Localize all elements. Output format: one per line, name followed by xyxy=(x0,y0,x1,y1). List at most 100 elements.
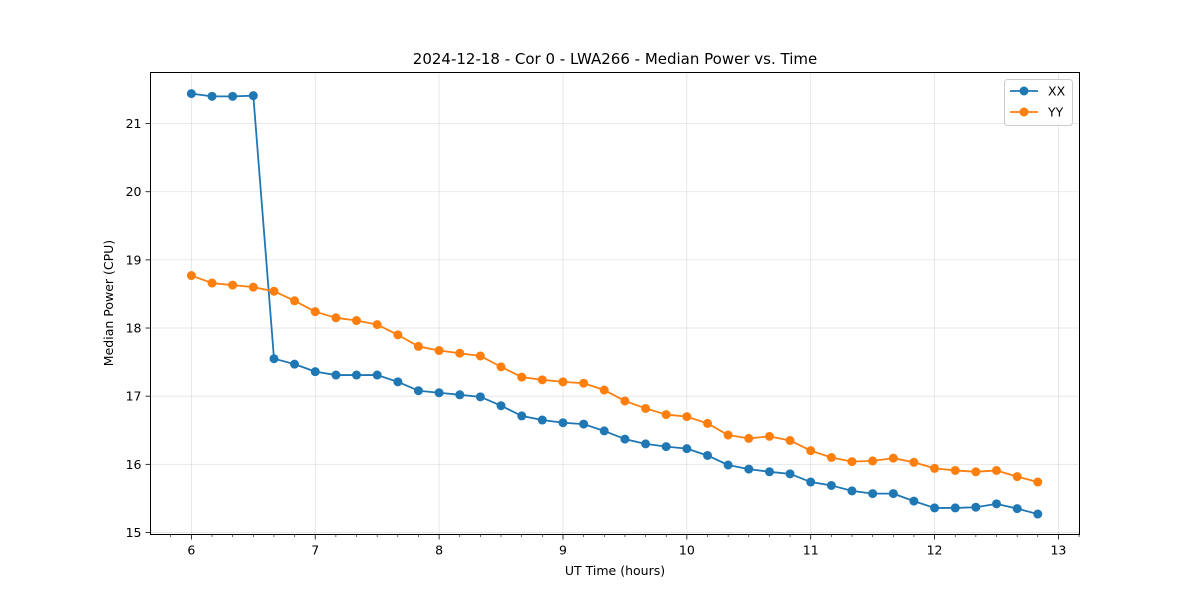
y-tick-label: 21 xyxy=(126,116,142,131)
data-point-yy xyxy=(723,430,733,440)
data-point-xx xyxy=(517,411,527,421)
data-point-xx xyxy=(971,502,981,512)
data-point-yy xyxy=(475,351,485,361)
data-point-xx xyxy=(806,477,816,487)
data-point-yy xyxy=(1033,477,1043,487)
data-point-yy xyxy=(269,286,279,296)
data-point-yy xyxy=(248,282,258,292)
data-point-xx xyxy=(599,426,609,436)
legend-marker-xx xyxy=(1019,86,1029,96)
data-point-yy xyxy=(558,377,568,387)
data-point-yy xyxy=(413,341,423,351)
y-tick-label: 20 xyxy=(126,184,142,199)
legend: XX YY xyxy=(1004,79,1073,126)
legend-label-yy: YY xyxy=(1047,105,1064,120)
y-axis-label: Median Power (CPU) xyxy=(101,240,116,366)
data-point-yy xyxy=(868,456,878,466)
data-point-xx xyxy=(661,442,671,452)
data-point-yy xyxy=(290,296,300,306)
data-point-yy xyxy=(310,307,320,317)
data-point-xx xyxy=(186,89,196,99)
data-point-xx xyxy=(331,370,341,380)
x-tick-label: 10 xyxy=(679,543,695,558)
data-point-xx xyxy=(372,370,382,380)
data-point-xx xyxy=(537,415,547,425)
data-point-xx xyxy=(393,377,403,387)
x-tick-label: 13 xyxy=(1050,543,1066,558)
data-point-xx xyxy=(703,450,713,460)
data-point-xx xyxy=(723,460,733,470)
data-point-yy xyxy=(1012,472,1022,482)
series-yy xyxy=(186,271,1043,487)
data-point-xx xyxy=(1033,509,1043,519)
data-point-yy xyxy=(826,453,836,462)
data-point-xx xyxy=(248,91,258,101)
legend-entry-yy: YY xyxy=(1010,105,1064,120)
data-point-yy xyxy=(496,362,506,372)
series-xx xyxy=(186,89,1043,519)
data-point-xx xyxy=(290,359,300,369)
y-tick-label: 16 xyxy=(126,457,142,472)
data-point-yy xyxy=(764,431,774,441)
x-tick-label: 9 xyxy=(559,543,567,558)
data-point-xx xyxy=(950,503,960,513)
data-point-yy xyxy=(806,446,816,456)
data-point-yy xyxy=(372,320,382,330)
data-point-yy xyxy=(847,457,857,467)
data-point-xx xyxy=(682,444,692,454)
x-tick-label: 8 xyxy=(435,543,443,558)
x-tick-label: 6 xyxy=(187,543,195,558)
x-tick-label: 12 xyxy=(927,543,943,558)
data-point-yy xyxy=(950,465,960,475)
data-point-yy xyxy=(971,467,981,477)
data-point-xx xyxy=(351,370,361,380)
data-point-xx xyxy=(909,496,919,506)
data-point-xx xyxy=(579,419,589,429)
data-point-yy xyxy=(455,348,465,358)
data-point-xx xyxy=(868,489,878,499)
data-point-xx xyxy=(413,386,423,396)
data-point-yy xyxy=(207,278,217,288)
y-tick-label: 19 xyxy=(126,252,142,267)
data-point-xx xyxy=(1012,504,1022,514)
data-point-yy xyxy=(992,465,1002,475)
data-point-xx xyxy=(826,480,836,490)
data-point-xx xyxy=(641,439,651,449)
data-point-xx xyxy=(496,401,506,411)
data-point-xx xyxy=(475,392,485,402)
x-tick-label: 11 xyxy=(803,543,819,558)
plot-frame xyxy=(150,72,1080,535)
x-axis-label: UT Time (hours) xyxy=(565,563,665,578)
x-tick-label: 7 xyxy=(311,543,319,558)
data-point-xx xyxy=(207,91,217,101)
data-point-yy xyxy=(888,453,898,463)
data-point-yy xyxy=(744,433,754,443)
chart-title: 2024-12-18 - Cor 0 - LWA266 - Median Pow… xyxy=(413,50,817,68)
data-point-yy xyxy=(785,435,795,445)
data-point-yy xyxy=(393,330,403,340)
y-tick-label: 17 xyxy=(126,389,142,404)
series-layer xyxy=(186,89,1043,519)
data-point-xx xyxy=(888,489,898,499)
y-tick-label: 15 xyxy=(126,525,142,540)
data-point-xx xyxy=(228,91,238,101)
data-point-yy xyxy=(682,412,692,422)
data-point-yy xyxy=(909,457,919,467)
data-point-yy xyxy=(331,313,341,323)
data-point-xx xyxy=(269,354,279,364)
data-point-yy xyxy=(620,396,630,406)
data-point-yy xyxy=(351,316,361,326)
data-point-yy xyxy=(703,418,713,428)
data-point-yy xyxy=(228,280,238,290)
data-point-xx xyxy=(558,418,568,428)
data-point-yy xyxy=(599,385,609,395)
data-point-xx xyxy=(930,503,940,513)
y-tick-label: 18 xyxy=(126,321,142,336)
data-point-xx xyxy=(785,469,795,479)
data-point-xx xyxy=(847,486,857,496)
data-point-yy xyxy=(661,410,671,420)
data-point-xx xyxy=(744,464,754,474)
data-point-xx xyxy=(434,388,444,398)
